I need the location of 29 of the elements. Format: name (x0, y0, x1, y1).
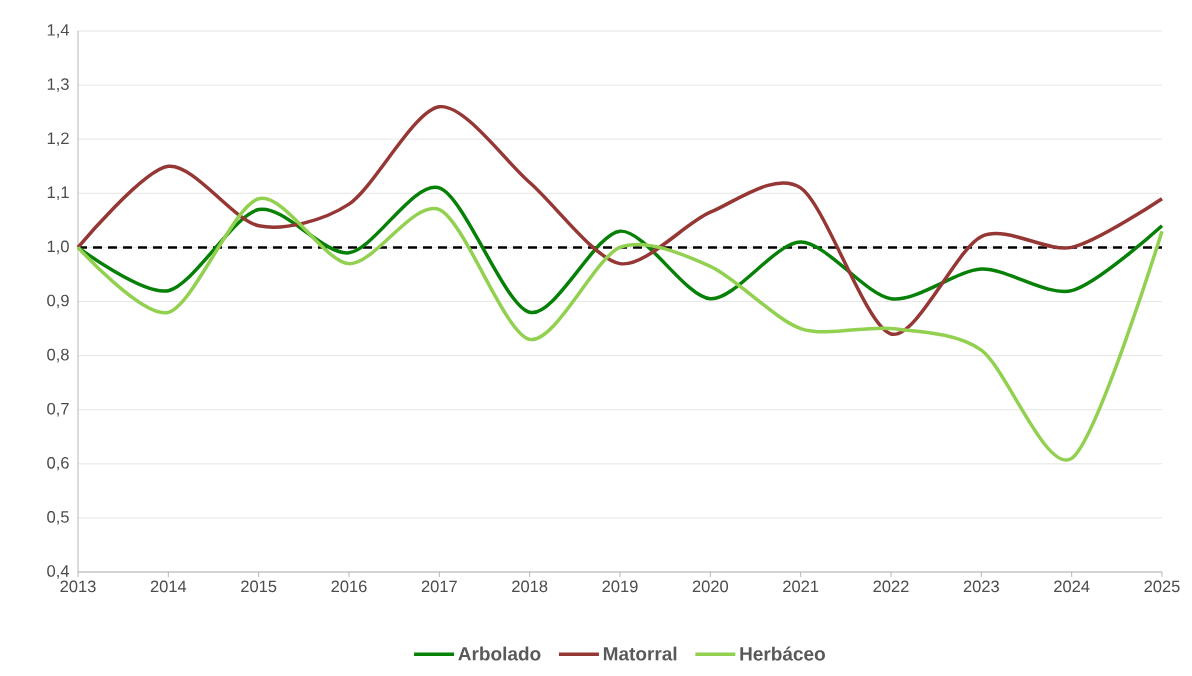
y-tick-label: 0,4 (47, 565, 69, 579)
x-tick-label: 2020 (692, 580, 729, 593)
legend-label: Herbáceo (740, 646, 825, 661)
x-tick-label: 2015 (241, 580, 277, 593)
legend-label: Arbolado (458, 646, 541, 661)
x-tick-label: 2016 (331, 580, 367, 593)
x-tick-label: 2019 (602, 580, 638, 593)
y-tick-label: 1,1 (47, 186, 69, 201)
x-tick-label: 2021 (783, 580, 819, 593)
legend-label: Matorral (603, 646, 677, 661)
y-tick-label: 1,3 (47, 78, 69, 92)
y-tick-label: 0,7 (47, 402, 69, 417)
x-tick-label: 2018 (512, 580, 548, 593)
x-tick-label: 2017 (421, 580, 457, 593)
x-tick-label: 2014 (150, 580, 187, 593)
y-tick-label: 1,4 (47, 24, 69, 38)
x-tick-label: 2025 (1144, 580, 1180, 593)
x-tick-label: 2024 (1054, 580, 1090, 593)
line-series (76, 104, 1164, 336)
y-tick-label: 0,8 (47, 348, 69, 363)
y-tick-label: 0,9 (47, 294, 69, 309)
x-tick-label: 2013 (60, 580, 96, 593)
line-series (76, 196, 1164, 461)
x-tick-label: 2023 (963, 580, 999, 593)
y-tick-label: 0,5 (47, 511, 69, 525)
y-tick-label: 0,6 (47, 456, 69, 471)
x-tick-label: 2022 (873, 580, 909, 593)
y-tick-label: 1,0 (47, 240, 69, 255)
y-tick-label: 1,2 (47, 132, 69, 147)
